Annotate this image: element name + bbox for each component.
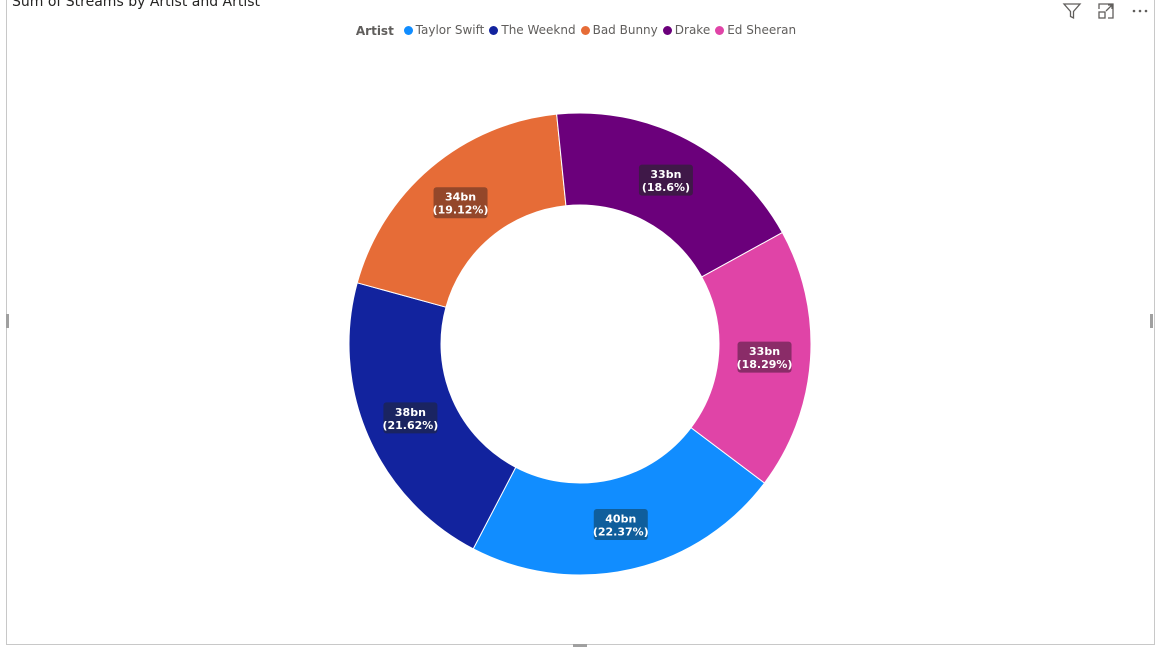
data-label-percent: (19.12%)	[433, 204, 489, 217]
resize-handle-left[interactable]	[6, 314, 9, 328]
legend-item-bad-bunny[interactable]: Bad Bunny	[580, 23, 658, 37]
data-label-value: 34bn	[445, 191, 476, 204]
legend-label: Taylor Swift	[415, 23, 485, 37]
legend-label: Drake	[674, 23, 711, 37]
legend-marker	[662, 25, 672, 35]
legend-item-taylor-swift[interactable]: Taylor Swift	[403, 23, 485, 37]
data-label-value: 33bn	[749, 345, 780, 358]
data-label-value: 38bn	[395, 406, 426, 419]
data-label-percent: (22.37%)	[593, 525, 649, 538]
legend-label: Bad Bunny	[592, 23, 658, 37]
chart-title: Sum of Streams by Artist and Artist	[12, 0, 261, 10]
filter-icon[interactable]	[1061, 0, 1083, 22]
data-label-background	[593, 508, 648, 540]
slice-taylor-swift[interactable]	[472, 426, 766, 576]
data-label-background	[433, 187, 488, 219]
data-label-percent: (18.6%)	[642, 181, 690, 194]
data-label-background	[638, 164, 693, 196]
resize-handle-right[interactable]	[1150, 314, 1153, 328]
focus-mode-icon[interactable]	[1095, 0, 1117, 22]
legend-marker	[715, 25, 725, 35]
legend-label: The Weeknd	[501, 23, 576, 37]
data-label-percent: (21.62%)	[382, 419, 438, 432]
legend-marker	[489, 25, 499, 35]
legend-label: Ed Sheeran	[727, 23, 797, 37]
data-label: 34bn(19.12%)	[433, 187, 489, 219]
legend-title: Artist	[355, 23, 394, 38]
resize-handle-bottom[interactable]	[573, 644, 587, 647]
legend-item-the-weeknd[interactable]: The Weeknd	[489, 23, 576, 37]
data-label: 40bn(22.37%)	[593, 508, 649, 540]
data-label: 33bn(18.29%)	[737, 341, 793, 373]
legend-item-ed-sheeran[interactable]: Ed Sheeran	[715, 23, 796, 37]
visual-header-toolbar	[1061, 0, 1151, 22]
data-label: 38bn(21.62%)	[382, 402, 438, 434]
legend-item-drake[interactable]: Drake	[662, 23, 711, 37]
data-label-background	[737, 341, 792, 373]
data-label-percent: (18.29%)	[737, 358, 793, 371]
legend: Artist Taylor Swift The Weeknd Bad Bunny Dr…	[0, 23, 1157, 38]
data-label-value: 40bn	[605, 512, 636, 525]
data-label-value: 33bn	[650, 168, 681, 181]
legend-marker	[403, 25, 413, 35]
legend-marker	[580, 25, 590, 35]
data-label-background	[383, 402, 438, 434]
data-label: 33bn(18.6%)	[638, 164, 693, 196]
more-options-icon[interactable]	[1129, 0, 1151, 22]
